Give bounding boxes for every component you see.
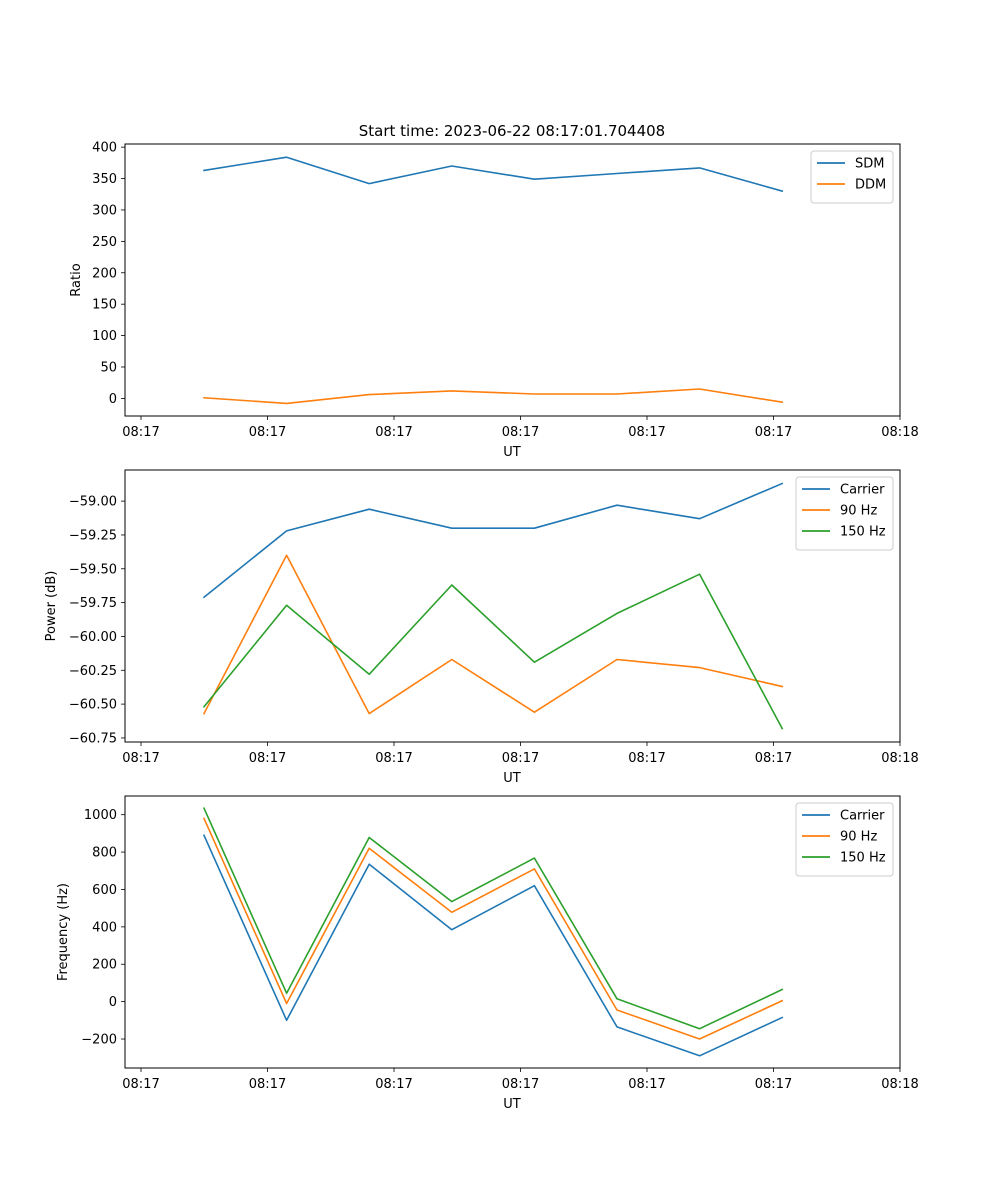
legend-label: Carrier [840, 809, 885, 824]
y-tick-label: −59.00 [69, 495, 117, 510]
x-axis-label: UT [503, 445, 521, 460]
x-tick-label: 08:17 [122, 1077, 159, 1092]
series-line-sdm [203, 156, 784, 193]
y-tick-label: −60.00 [69, 630, 117, 645]
x-tick-label: 08:17 [375, 751, 412, 766]
x-tick-label: 08:17 [249, 425, 286, 440]
y-tick-label: 400 [92, 141, 117, 156]
series-line-carrier [202, 834, 784, 1057]
x-axis-label: UT [503, 771, 521, 786]
series-line-150-hz [202, 573, 784, 730]
legend-label: 90 Hz [840, 830, 877, 845]
series-line-90-hz [202, 817, 784, 1040]
legend-box [810, 150, 894, 204]
x-tick-label: 08:17 [628, 425, 665, 440]
y-tick-label: 600 [92, 883, 117, 898]
y-tick-label: 150 [92, 298, 117, 313]
legend-label: 90 Hz [840, 504, 877, 519]
x-tick-label: 08:17 [375, 1077, 412, 1092]
y-tick-label: −60.25 [69, 664, 117, 679]
y-tick-label: 300 [92, 203, 117, 218]
axes-frame [124, 469, 901, 743]
y-tick-label: 200 [92, 266, 117, 281]
y-tick-label: 50 [100, 361, 117, 376]
y-tick-label: −59.75 [69, 596, 117, 611]
figure-title: Start time: 2023-06-22 08:17:01.704408 [359, 122, 665, 140]
y-tick-label: 200 [92, 958, 117, 973]
y-tick-label: −60.50 [69, 698, 117, 713]
series-line-150-hz [202, 807, 784, 1030]
legend-label: Carrier [840, 483, 885, 498]
y-tick-label: 1000 [84, 808, 117, 823]
x-tick-label: 08:18 [881, 751, 918, 766]
x-tick-label: 08:18 [881, 425, 918, 440]
legend-label: 150 Hz [840, 851, 886, 866]
x-tick-label: 08:17 [502, 425, 539, 440]
x-tick-label: 08:17 [502, 1077, 539, 1092]
series-line-ddm [203, 388, 784, 405]
x-tick-label: 08:17 [628, 751, 665, 766]
y-tick-label: 400 [92, 920, 117, 935]
y-tick-label: −59.25 [69, 528, 117, 543]
legend: Carrier 90 Hz 150 Hz [795, 802, 894, 877]
x-tick-label: 08:17 [502, 751, 539, 766]
axes-frame [124, 795, 901, 1069]
y-tick-label: 0 [109, 995, 117, 1010]
x-tick-label: 08:17 [755, 751, 792, 766]
y-tick-label: −200 [81, 1033, 117, 1048]
chart-panel-2: 08:17 08:17 08:17 08:17 08:17 08:17 08:18 −60.7… [44, 469, 919, 786]
y-tick-label: 350 [92, 172, 117, 187]
series-line-90-hz [202, 554, 784, 715]
y-tick-label: 250 [92, 235, 117, 250]
y-tick-label: 0 [109, 392, 117, 407]
y-tick-label: −60.75 [69, 731, 117, 746]
x-tick-label: 08:17 [628, 1077, 665, 1092]
x-tick-label: 08:17 [375, 425, 412, 440]
legend-label: SDM [855, 157, 884, 172]
y-axis-label: Frequency (Hz) [56, 883, 71, 981]
y-tick-label: 800 [92, 846, 117, 861]
legend: Carrier 90 Hz 150 Hz [795, 476, 894, 551]
y-tick-label: 100 [92, 329, 117, 344]
x-tick-label: 08:17 [122, 751, 159, 766]
x-axis-label: UT [503, 1097, 521, 1112]
legend-label: DDM [855, 178, 886, 193]
legend: SDM DDM [810, 150, 894, 204]
x-tick-label: 08:17 [755, 1077, 792, 1092]
chart-panel-1: 08:17 08:17 08:17 08:17 08:17 08:17 08:18 0 50 10… [69, 141, 919, 460]
y-tick-label: −59.50 [69, 562, 117, 577]
series-line-carrier [202, 482, 784, 599]
x-tick-label: 08:18 [881, 1077, 918, 1092]
x-tick-label: 08:17 [249, 1077, 286, 1092]
axes-frame [124, 143, 901, 417]
y-axis-label: Power (dB) [44, 571, 59, 642]
x-tick-label: 08:17 [755, 425, 792, 440]
legend-label: 150 Hz [840, 525, 886, 540]
chart-panel-3: 08:17 08:17 08:17 08:17 08:17 08:17 08:18 −200 0… [56, 795, 919, 1112]
x-tick-label: 08:17 [249, 751, 286, 766]
y-axis-label: Ratio [69, 263, 84, 296]
x-tick-label: 08:17 [122, 425, 159, 440]
